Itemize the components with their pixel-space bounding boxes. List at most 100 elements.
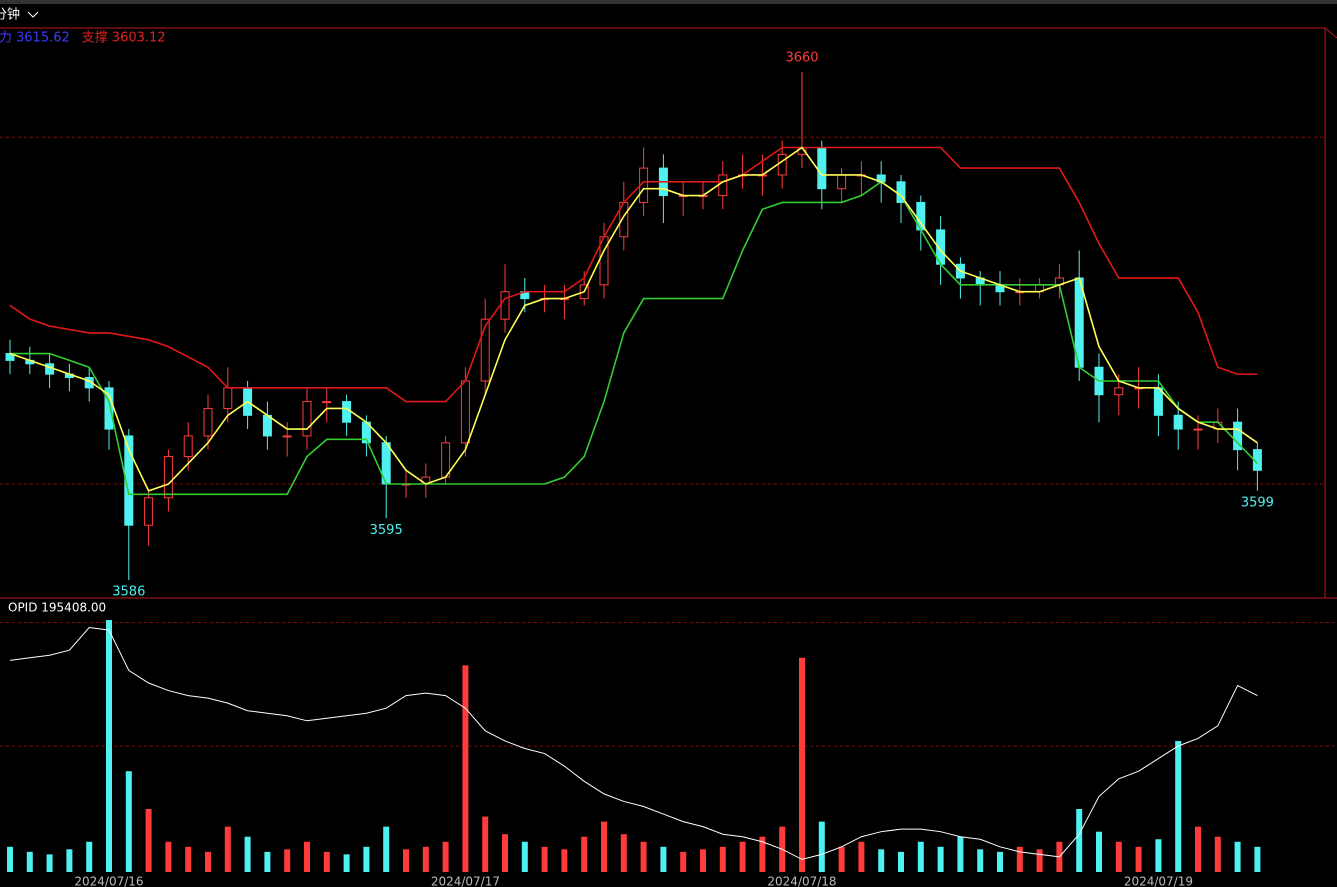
volume-bar [521, 841, 528, 872]
legend-value: 3615.62 [16, 31, 70, 46]
volume-bar [917, 841, 924, 872]
volume-bar [561, 849, 568, 872]
candle-body [1173, 414, 1183, 430]
candle-body [1193, 428, 1203, 431]
candle-body [84, 377, 94, 389]
candle-body [203, 407, 213, 437]
volume-bar [759, 836, 766, 872]
candle-body [223, 387, 233, 409]
volume-bar [1155, 839, 1162, 872]
candle-body [163, 456, 173, 499]
trough-label: 3586 [112, 585, 145, 600]
volume-bar [7, 846, 13, 872]
volume-bar [462, 665, 469, 872]
volume-bar [719, 846, 726, 872]
candle-body [302, 401, 312, 437]
indicator-line [10, 180, 1258, 496]
indicator-title: OPID 195408.00 [8, 601, 106, 615]
volume-bar [482, 816, 489, 872]
x-tick-label: 2024/07/16 [74, 875, 143, 887]
legend-name: 支撑 [82, 31, 108, 46]
candle-body [1114, 387, 1124, 396]
volume-bar [581, 836, 588, 872]
trough-label: 3595 [370, 523, 403, 538]
volume-bar [442, 841, 449, 872]
volume-bar [66, 849, 73, 872]
volume-bar [284, 849, 291, 872]
candle-body [124, 435, 134, 526]
volume-bar [1036, 849, 1043, 872]
volume-bar [304, 841, 310, 872]
volume-bar [898, 851, 904, 872]
volume-bar [1254, 846, 1261, 872]
volume-bar [165, 841, 172, 872]
volume-bar [1016, 846, 1023, 872]
volume-bar [343, 854, 350, 872]
volume-bar [977, 849, 984, 872]
volume-bar [680, 851, 687, 872]
volume-bar [86, 841, 93, 872]
volume-bar [502, 834, 508, 872]
x-tick-label: 2024/07/17 [431, 875, 500, 887]
volume-bar [799, 657, 805, 872]
volume-bar [1234, 841, 1241, 872]
volume-bar [323, 851, 330, 872]
volume-bar [957, 836, 964, 872]
volume-bar [145, 809, 152, 872]
trough-label: 3599 [1241, 495, 1274, 510]
volume-bar [937, 846, 944, 872]
legend-name: 阻力 [0, 31, 12, 46]
x-tick-label: 2024/07/18 [767, 875, 836, 887]
volume-bar [185, 846, 192, 872]
candle-body [144, 497, 154, 526]
volume-bar [1135, 846, 1142, 872]
volume-bar [541, 846, 548, 872]
candle-body [1153, 387, 1163, 416]
volume-bar [620, 834, 627, 872]
volume-bar [1115, 841, 1122, 872]
candle-body [183, 435, 193, 458]
volume-bar [205, 851, 211, 872]
candle-body [460, 380, 470, 444]
volume-bar [878, 849, 885, 872]
volume-bar [640, 841, 647, 872]
dropdown-chevron[interactable] [27, 11, 39, 18]
peak-label: 3660 [785, 50, 818, 65]
volume-bar [363, 846, 370, 872]
frame [1324, 27, 1337, 39]
candle-body [342, 401, 352, 423]
volume-bar [1214, 836, 1221, 872]
x-tick-label: 2024/07/19 [1124, 875, 1193, 887]
volume-bar [997, 851, 1003, 872]
volume-bar [46, 854, 53, 872]
volume-bar [224, 826, 231, 872]
volume-bar [106, 620, 112, 872]
volume-bar [26, 851, 33, 872]
volume-bar [403, 849, 409, 872]
volume-bar [601, 821, 607, 872]
volume-bar [264, 851, 271, 872]
volume-bar [858, 841, 865, 872]
indicator-line [9, 146, 1258, 492]
volume-bar [838, 846, 845, 872]
volume-bar [125, 771, 132, 872]
legend-value: 3603.12 [112, 31, 166, 46]
volume-bar [1195, 826, 1201, 872]
volume-bar [1096, 831, 1102, 872]
volume-bar [383, 826, 390, 872]
volume-bar [660, 846, 667, 872]
volume-bar [700, 849, 706, 872]
volume-bar [818, 821, 825, 872]
candle-body [322, 401, 332, 404]
candle-body [480, 318, 490, 382]
candle-body [282, 435, 292, 438]
candle-body [777, 153, 787, 176]
candle-body [817, 146, 827, 190]
volume-bar [244, 836, 251, 872]
candle-body [1233, 421, 1243, 451]
candle-body [718, 174, 728, 197]
period-selector[interactable]: 分钟 [0, 7, 20, 23]
candle-body [837, 174, 847, 190]
